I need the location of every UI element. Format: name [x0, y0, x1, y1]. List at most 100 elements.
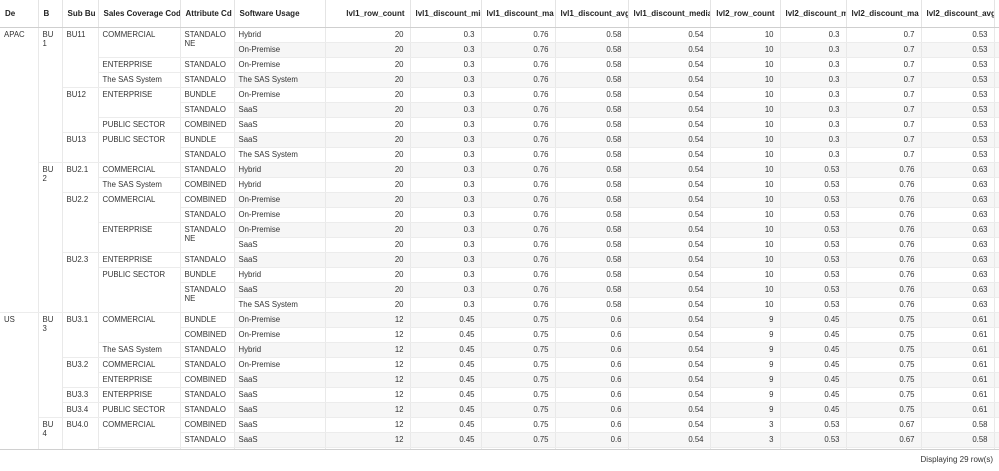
table-row[interactable]: COMBINED On-Premise 12 0.45 0.75 0.6 0.54 9 0.45… — [0, 327, 999, 343]
table-row[interactable]: STANDALO SaaS 12 0.45 0.75 0.6 0.54 3 0.53 0.67 0.… — [0, 432, 999, 448]
table-row[interactable]: STANDALO The SAS System 20 0.3 0.76 0.58 0.54 1… — [0, 147, 999, 163]
table-row[interactable]: ENTERPRISE STANDALONE On-Premise 20 0.3 0.76 0… — [0, 222, 999, 253]
cell-metric: 0.58 — [555, 297, 629, 313]
column-header[interactable]: lvl2_disco — [994, 0, 999, 28]
table-row[interactable]: BU3.2 COMMERCIAL STANDALO On-Premise 12 0.45 0… — [0, 357, 999, 388]
cell-metric: 0.76 — [481, 267, 556, 283]
cell-metric: 0.53 — [780, 192, 847, 208]
table-row[interactable]: On-Premise 20 0.3 0.76 0.58 0.54 10 0.3 0.7 0.53 — [0, 42, 999, 58]
cell-metric: 12 — [325, 432, 411, 448]
table-row[interactable]: STANDALO SaaS 20 0.3 0.76 0.58 0.54 10 0.3 0.7 0.5… — [0, 102, 999, 118]
column-header[interactable]: lvl1_discount_avg — [555, 0, 629, 28]
cell-metric: 20 — [325, 237, 411, 253]
cell-attribute-cd: STANDALO — [180, 72, 235, 88]
cell-metric: 0.58 — [555, 132, 629, 148]
cell-sub-bu: BU2.1 — [62, 162, 99, 193]
cell-metric: 0.76 — [481, 207, 556, 223]
column-header[interactable]: lvl1_discount_media — [628, 0, 711, 28]
column-header[interactable]: lvl2_discount_avg — [921, 0, 995, 28]
cell-metric: 0.45 — [780, 372, 847, 388]
cell-metric: 20 — [325, 57, 411, 73]
column-header[interactable]: lvl1_discount_min — [410, 0, 482, 28]
column-header[interactable]: Attribute Cd — [180, 0, 235, 28]
cell-metric: 0.58 — [555, 267, 629, 283]
cell-metric: 0.53 — [921, 102, 995, 118]
cell-metric: 0.3 — [410, 162, 482, 178]
column-header[interactable]: Sub Bu — [62, 0, 99, 28]
column-header[interactable]: lvl2_row_count — [710, 0, 781, 28]
cell-metric: 0.58 — [555, 222, 629, 238]
table-row[interactable]: The SAS System STANDALO The SAS System 20 0.… — [0, 72, 999, 88]
cell-metric: 10 — [710, 27, 781, 43]
cell-metric: 0.3 — [410, 147, 482, 163]
table-row[interactable]: BU3.3 ENTERPRISE STANDALO SaaS 12 0.45 0.75 0.6… — [0, 387, 999, 403]
column-header[interactable]: De — [0, 0, 39, 28]
cell-metric: 10 — [710, 282, 781, 298]
cell-metric-truncated — [994, 117, 999, 133]
cell-sub-bu: BU3.3 — [62, 387, 99, 403]
cell-attribute-cd: STANDALO — [180, 57, 235, 73]
column-header[interactable]: Sales Coverage Code — [98, 0, 181, 28]
cell-metric-truncated — [994, 267, 999, 283]
cell-metric: 0.63 — [921, 222, 995, 238]
table-row[interactable]: The SAS System 20 0.3 0.76 0.58 0.54 10 0.53 0.7… — [0, 297, 999, 313]
table-row[interactable]: PUBLIC SECTOR COMBINED SaaS 20 0.3 0.76 0.58 0.… — [0, 117, 999, 133]
column-header[interactable]: lvl1_discount_ma — [481, 0, 556, 28]
table-row[interactable]: ENTERPRISE COMBINED SaaS 12 0.45 0.75 0.6 0.54 9… — [0, 372, 999, 388]
column-header[interactable]: lvl2_discount_ma — [846, 0, 922, 28]
cell-metric: 0.6 — [555, 357, 629, 373]
cell-software-usage: On-Premise — [234, 192, 326, 208]
table-row[interactable]: PUBLIC SECTOR BUNDLE Hybrid 20 0.3 0.76 0.58 0.… — [0, 267, 999, 313]
cell-sales-coverage-code: COMMERCIAL — [98, 162, 181, 178]
cell-metric: 10 — [710, 267, 781, 283]
cell-metric: 0.58 — [555, 192, 629, 208]
cell-metric: 10 — [710, 177, 781, 193]
cell-attribute-cd: BUNDLE — [180, 312, 235, 328]
cell-metric: 0.53 — [921, 72, 995, 88]
table-row[interactable]: STANDALO On-Premise 20 0.3 0.76 0.58 0.54 10 0.5… — [0, 207, 999, 223]
column-header[interactable]: B — [38, 0, 63, 28]
cell-software-usage: SaaS — [234, 102, 326, 118]
cell-metric: 0.58 — [555, 57, 629, 73]
cell-attribute-cd: STANDALO — [180, 252, 235, 268]
table-row[interactable]: SaaS 20 0.3 0.76 0.58 0.54 10 0.53 0.76 0.63 — [0, 237, 999, 253]
cell-metric: 12 — [325, 357, 411, 373]
cell-b: BU3 — [38, 312, 63, 418]
cell-metric: 0.58 — [555, 87, 629, 103]
table-row[interactable]: BU2.2 COMMERCIAL COMBINED On-Premise 20 0.3 0.… — [0, 192, 999, 253]
cell-metric: 0.45 — [410, 417, 482, 433]
cell-metric-truncated — [994, 162, 999, 178]
cell-metric-truncated — [994, 42, 999, 58]
column-header[interactable]: lvl2_discount_min — [780, 0, 847, 28]
table-row[interactable]: The SAS System COMBINED Hybrid 20 0.3 0.76 0.5… — [0, 177, 999, 193]
cell-metric-truncated — [994, 27, 999, 43]
table-row[interactable]: APAC BU1 BU11 COMMERCIAL STANDALONE Hybrid 20 0… — [0, 27, 999, 313]
table-row[interactable]: BU13 PUBLIC SECTOR BUNDLE SaaS 20 0.3 0.76 0.58… — [0, 132, 999, 163]
column-header[interactable]: lvl1_row_count — [325, 0, 411, 28]
cell-metric: 0.54 — [628, 297, 711, 313]
table-row[interactable]: BU2.3 ENTERPRISE STANDALO SaaS 20 0.3 0.76 0.58… — [0, 252, 999, 313]
cell-metric: 0.76 — [481, 192, 556, 208]
cell-metric: 0.6 — [555, 432, 629, 448]
table-row[interactable]: BU12 ENTERPRISE BUNDLE On-Premise 20 0.3 0.76 0… — [0, 87, 999, 133]
cell-attribute-cd: STANDALO — [180, 207, 235, 223]
cell-metric: 0.6 — [555, 342, 629, 358]
table-row[interactable]: BU4 BU4.0 COMMERCIAL COMBINED SaaS 12 0.45 0.75… — [0, 417, 999, 463]
cell-metric: 0.54 — [628, 282, 711, 298]
cell-sales-coverage-code: COMMERCIAL — [98, 192, 181, 223]
cell-metric-truncated — [994, 222, 999, 238]
cell-de: US — [0, 312, 39, 463]
column-header[interactable]: Software Usage — [234, 0, 326, 28]
cell-metric: 0.53 — [921, 42, 995, 58]
table-row[interactable]: The SAS System STANDALO Hybrid 12 0.45 0.75 0.… — [0, 342, 999, 358]
cell-sub-bu: BU11 — [62, 27, 99, 88]
cell-attribute-cd: STANDALO — [180, 357, 235, 373]
table-row[interactable]: BU3.4 PUBLIC SECTOR STANDALO SaaS 12 0.45 0.75… — [0, 402, 999, 418]
cell-metric-truncated — [994, 132, 999, 148]
table-row[interactable]: STANDALONE SaaS 20 0.3 0.76 0.58 0.54 10 0.53 0.7… — [0, 282, 999, 313]
table-row[interactable]: US BU3 BU3.1 COMMERCIAL BUNDLE On-Premise 12 0.… — [0, 312, 999, 463]
cell-metric: 20 — [325, 177, 411, 193]
table-row[interactable]: ENTERPRISE STANDALO On-Premise 20 0.3 0.76 0.5… — [0, 57, 999, 73]
table-row[interactable]: BU2 BU2.1 COMMERCIAL STANDALO Hybrid 20 0.3 0.7… — [0, 162, 999, 313]
cell-software-usage: SaaS — [234, 252, 326, 268]
